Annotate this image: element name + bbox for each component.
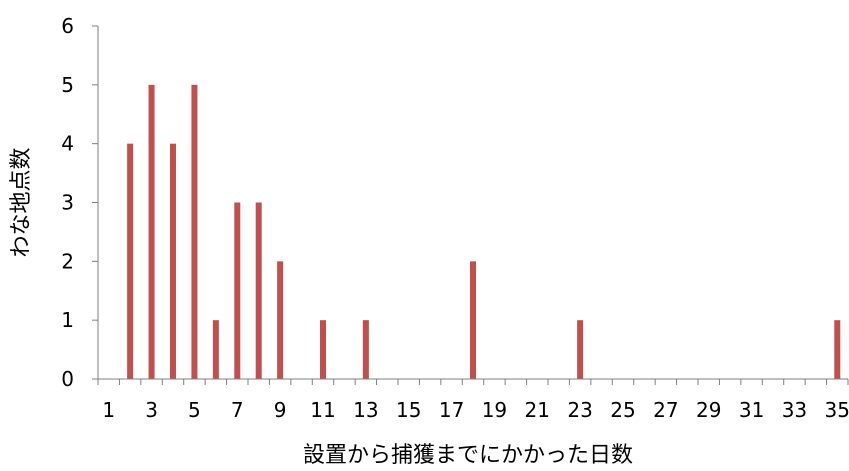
y-axis-title: わな地点数 bbox=[9, 147, 34, 257]
x-tick-label: 11 bbox=[310, 398, 335, 422]
y-tick-label: 6 bbox=[61, 14, 74, 38]
bar-day-6 bbox=[212, 320, 219, 379]
y-tick-label: 2 bbox=[61, 249, 74, 273]
y-tick-label: 0 bbox=[61, 367, 74, 391]
x-tick-label: 19 bbox=[482, 398, 507, 422]
bar-day-4 bbox=[170, 143, 176, 379]
y-tick-label: 3 bbox=[61, 191, 74, 215]
bar-day-13 bbox=[362, 320, 369, 379]
x-tick-label: 21 bbox=[525, 398, 550, 422]
x-ticks-group: 1 3 5 7 9 11 13 15 17 19 21 23 25 27 29 31 33 35 bbox=[97, 379, 849, 422]
bar-day-35 bbox=[834, 320, 841, 379]
bars-group bbox=[127, 84, 841, 379]
x-tick-label: 5 bbox=[188, 398, 201, 422]
x-tick-label: 7 bbox=[231, 398, 244, 422]
x-tick-label: 23 bbox=[567, 398, 592, 422]
y-ticks-group: 0 1 2 3 4 5 6 bbox=[61, 14, 98, 391]
x-tick-label: 3 bbox=[145, 398, 158, 422]
x-tick-label: 27 bbox=[653, 398, 678, 422]
bar-day-9 bbox=[277, 261, 284, 379]
x-tick-label: 29 bbox=[696, 398, 721, 422]
y-tick-label: 4 bbox=[61, 132, 74, 156]
x-tick-label: 31 bbox=[739, 398, 764, 422]
x-tick-label: 35 bbox=[825, 398, 849, 422]
bar-day-8 bbox=[255, 202, 262, 379]
x-tick-label: 25 bbox=[610, 398, 635, 422]
bar-day-7 bbox=[234, 202, 241, 379]
bar-day-2 bbox=[127, 143, 134, 379]
y-tick-label: 5 bbox=[61, 73, 74, 97]
x-tick-label: 15 bbox=[396, 398, 421, 422]
y-tick-label: 1 bbox=[61, 308, 74, 332]
bar-day-18 bbox=[470, 261, 476, 379]
bar-day-23 bbox=[577, 320, 584, 379]
x-tick-label: 1 bbox=[102, 398, 115, 422]
bar-day-11 bbox=[320, 320, 326, 379]
bar-day-5 bbox=[191, 84, 198, 379]
x-tick-label: 9 bbox=[274, 398, 287, 422]
x-tick-label: 33 bbox=[782, 398, 807, 422]
x-tick-label: 17 bbox=[439, 398, 464, 422]
x-axis-title: 設置から捕獲までにかかった日数 bbox=[303, 443, 633, 468]
x-tick-label: 13 bbox=[353, 398, 378, 422]
bar-day-3 bbox=[148, 84, 155, 379]
